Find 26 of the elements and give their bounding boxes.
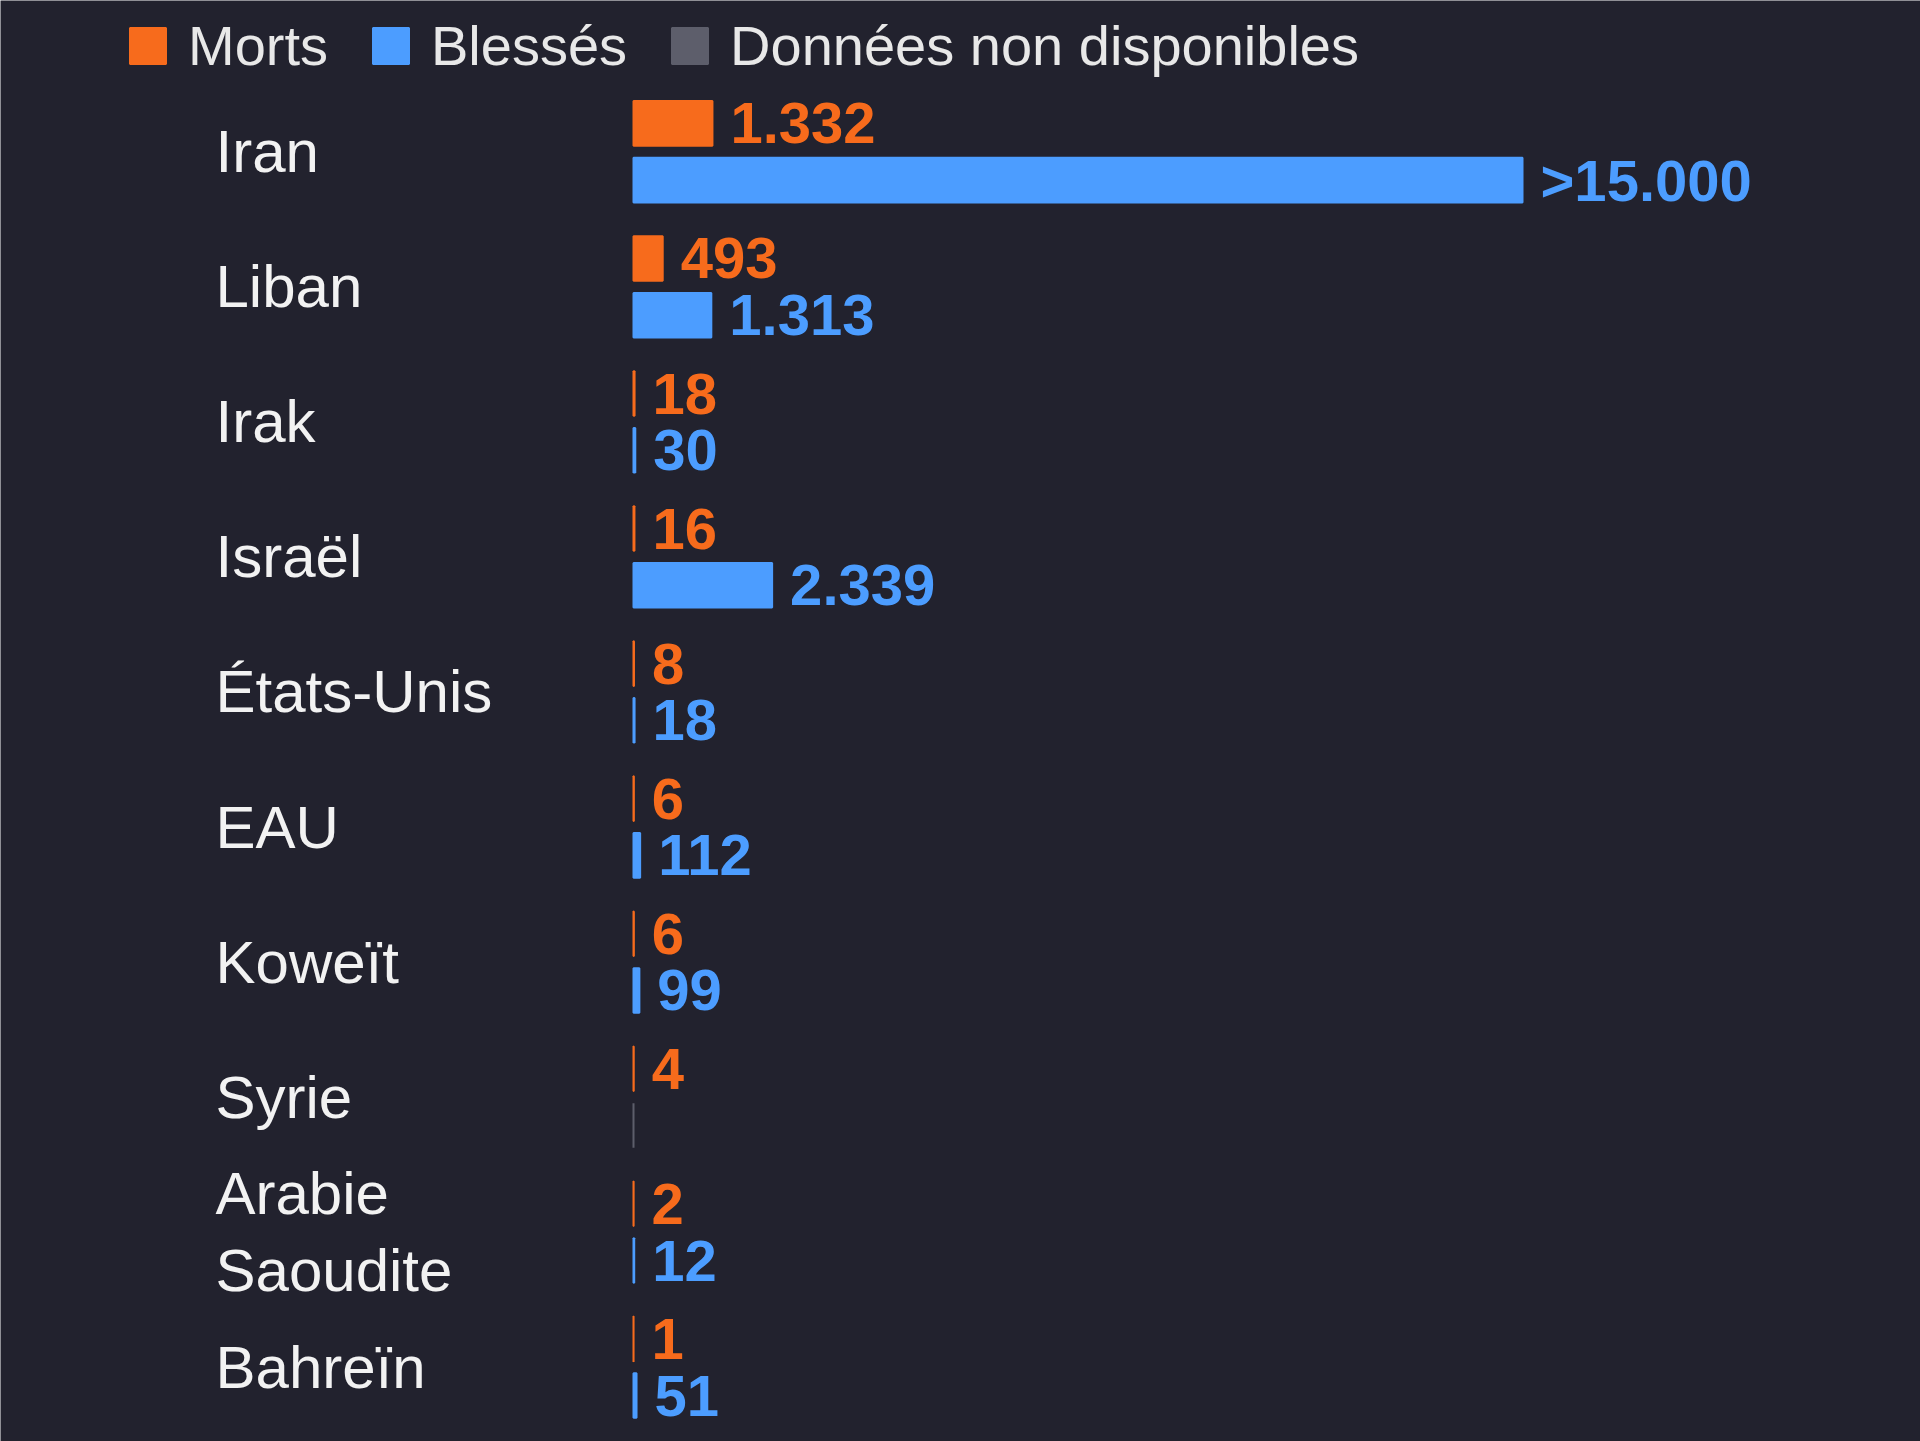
bar — [632, 1372, 638, 1419]
data-label: 16 — [652, 495, 717, 561]
y-tick-label: Koweït — [215, 928, 400, 996]
bar — [632, 967, 641, 1014]
bar — [632, 291, 713, 339]
y-tick-label: Bahreïn — [215, 1333, 426, 1401]
data-label: 4 — [651, 1035, 684, 1101]
legend-label: Morts — [188, 13, 328, 78]
y-tick-label: Iran — [215, 118, 319, 186]
bar — [632, 100, 714, 147]
legend-label: Blessés — [431, 13, 628, 78]
y-tick-label: États-Unis — [215, 658, 493, 726]
y-tick-label: Liban — [215, 253, 363, 321]
bar — [632, 561, 774, 609]
y-tick-label: Irak — [215, 388, 317, 456]
bar — [632, 156, 1524, 204]
y-tick-label: Arabie Saoudite — [215, 1160, 453, 1305]
bar — [632, 832, 642, 879]
data-label: 1.332 — [730, 90, 876, 156]
y-tick-label: EAU — [215, 793, 339, 861]
data-label: 2.339 — [790, 552, 936, 618]
data-label: >15.000 — [1540, 147, 1752, 213]
legend-label: Données non disponibles — [730, 13, 1359, 78]
y-tick-label: Israël — [215, 523, 363, 591]
bar — [632, 235, 664, 282]
y-tick-label: Syrie — [215, 1063, 353, 1131]
